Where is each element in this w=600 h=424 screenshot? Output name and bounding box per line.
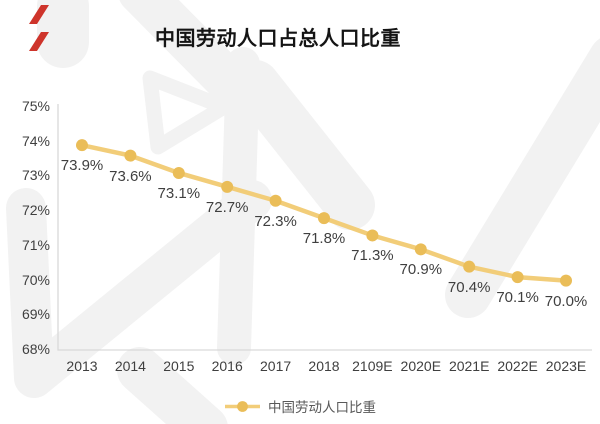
y-tick-label: 70% bbox=[21, 271, 50, 288]
chart-title: 中国劳动人口占总人口比重 bbox=[155, 28, 401, 50]
data-point-label: 70.9% bbox=[399, 261, 443, 279]
x-tick-label: 2017 bbox=[260, 358, 292, 374]
data-point-label: 71.3% bbox=[351, 247, 394, 265]
line-markers bbox=[76, 139, 572, 287]
data-point-label: 70.1% bbox=[496, 289, 539, 307]
legend-label: 中国劳动人口比重 bbox=[268, 400, 376, 415]
x-tick-label: 2016 bbox=[211, 358, 243, 374]
data-point-label: 70.0% bbox=[544, 292, 588, 310]
x-tick-label: 2020E bbox=[400, 358, 442, 374]
data-point-label: 73.9% bbox=[60, 157, 104, 175]
axis-lines bbox=[57, 104, 592, 351]
legend: 中国劳动人口比重 bbox=[0, 396, 600, 416]
x-tick-label: 2015 bbox=[163, 358, 195, 374]
data-point-label: 72.7% bbox=[205, 198, 249, 216]
y-tick-label: 69% bbox=[21, 306, 50, 323]
data-point bbox=[560, 274, 572, 287]
data-point bbox=[511, 271, 524, 284]
data-point bbox=[221, 180, 234, 193]
data-point bbox=[269, 194, 282, 207]
x-tick-label: 2021E bbox=[448, 358, 490, 374]
data-point-label: 72.3% bbox=[254, 212, 297, 230]
data-point bbox=[414, 243, 427, 256]
x-tick-label: 2023E bbox=[545, 358, 587, 374]
data-point bbox=[172, 166, 185, 179]
y-tick-label: 74% bbox=[21, 132, 50, 149]
data-point bbox=[318, 212, 330, 225]
y-tick-label: 75% bbox=[21, 98, 50, 114]
data-point-label: 73.1% bbox=[157, 184, 201, 202]
data-point bbox=[76, 139, 88, 152]
data-point bbox=[366, 229, 379, 242]
legend-marker-icon bbox=[225, 400, 260, 412]
data-point-label: 73.6% bbox=[109, 167, 152, 185]
y-tick-label: 71% bbox=[21, 236, 50, 253]
data-point-label: 70.4% bbox=[447, 278, 491, 296]
data-point bbox=[124, 149, 137, 162]
data-point bbox=[463, 260, 476, 273]
x-tick-label: 2013 bbox=[66, 358, 98, 374]
brand-mark-icon bbox=[29, 5, 49, 51]
x-tick-label: 2109E bbox=[352, 358, 393, 374]
y-tick-label: 73% bbox=[21, 167, 50, 184]
x-tick-label: 2014 bbox=[114, 358, 146, 374]
x-tick-label: 2022E bbox=[497, 358, 538, 374]
y-tick-label: 68% bbox=[21, 341, 50, 357]
data-point-label: 71.8% bbox=[302, 230, 346, 248]
x-tick-label: 2018 bbox=[308, 358, 340, 374]
y-tick-label: 72% bbox=[21, 202, 50, 219]
